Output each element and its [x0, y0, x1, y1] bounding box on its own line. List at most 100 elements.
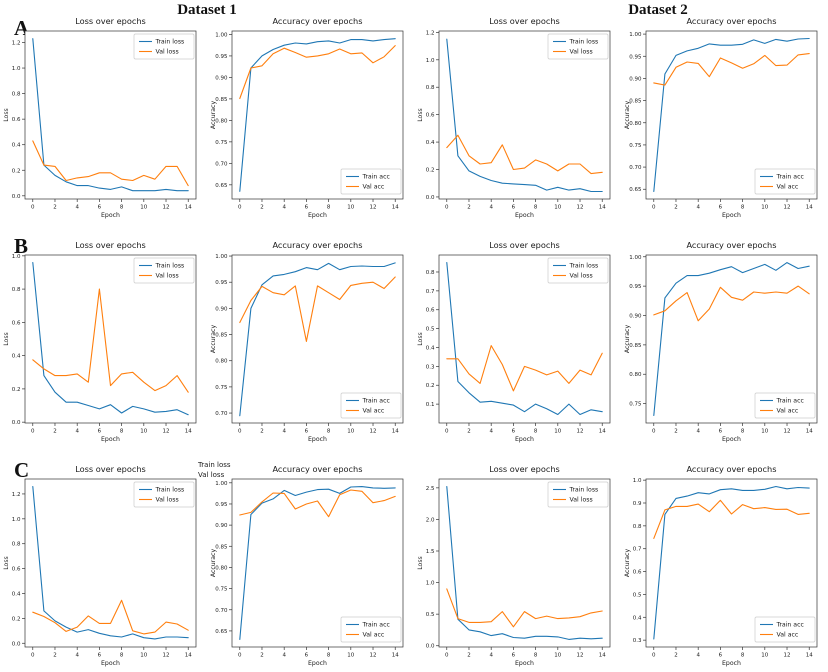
svg-text:0.8: 0.8: [12, 287, 21, 293]
svg-text:0.4: 0.4: [12, 354, 21, 360]
train-acc-line: [239, 486, 396, 640]
svg-text:2: 2: [674, 429, 678, 435]
svg-text:0.75: 0.75: [629, 402, 642, 408]
svg-text:14: 14: [806, 205, 813, 211]
legend-val-loss-label: Val loss: [570, 49, 593, 56]
svg-text:0.90: 0.90: [215, 75, 228, 81]
svg-text:0.65: 0.65: [215, 183, 228, 189]
x-axis-label: Epoch: [515, 212, 534, 219]
svg-text:0.4: 0.4: [426, 345, 435, 351]
svg-text:1.0: 1.0: [633, 478, 642, 484]
chart-svg-c2: 0.65 0.70 0.75 0.80 0.85 0.90 0.95 1.00 0 2 4 6 8 10 1…: [210, 464, 404, 667]
y-axis-label: Accuracy: [210, 549, 217, 578]
svg-text:0.2: 0.2: [12, 616, 21, 622]
legend-train-loss-label: Train loss: [569, 39, 599, 46]
svg-text:0.3: 0.3: [633, 638, 642, 644]
axis-ticks: 0.65 0.70 0.75 0.80 0.85 0.90 0.95 1.00 0 2 4 6 8 10 1…: [629, 32, 813, 210]
chart-title: Loss over epochs: [489, 464, 560, 474]
svg-text:14: 14: [185, 653, 192, 659]
legend: Train acc Val acc: [340, 616, 402, 643]
legend-train-loss-label: Train loss: [155, 263, 185, 270]
svg-text:14: 14: [185, 205, 192, 211]
legend-train-acc-label: Train acc: [362, 622, 391, 629]
val-loss-line: [32, 288, 189, 393]
svg-text:0: 0: [238, 653, 242, 659]
svg-text:0.75: 0.75: [215, 587, 228, 593]
svg-text:2: 2: [260, 653, 264, 659]
subplot-c-loss-dataset2: 0.0 0.5 1.0 1.5 2.0 2.5 0 2 4 6 8 10 12 14 Loss over e…: [414, 448, 621, 672]
x-axis-label: Epoch: [101, 212, 120, 219]
svg-text:4: 4: [696, 653, 700, 659]
x-axis-label: Epoch: [722, 436, 741, 443]
legend-val-acc-label: Val acc: [777, 632, 799, 639]
svg-text:0.95: 0.95: [215, 502, 228, 508]
svg-text:6: 6: [98, 653, 102, 659]
svg-text:12: 12: [370, 205, 377, 211]
x-axis-label: Epoch: [722, 660, 741, 667]
train-loss-line: [32, 261, 189, 416]
svg-text:0.70: 0.70: [215, 161, 228, 167]
svg-text:0.85: 0.85: [629, 99, 642, 105]
svg-text:4: 4: [489, 205, 493, 211]
svg-text:4: 4: [75, 429, 79, 435]
svg-text:4: 4: [75, 653, 79, 659]
svg-text:14: 14: [599, 653, 606, 659]
chart-title: Loss over epochs: [75, 464, 146, 474]
legend-overflow-line2: Val loss: [198, 471, 225, 479]
y-axis-label: Accuracy: [210, 101, 217, 130]
svg-text:0.2: 0.2: [426, 383, 435, 389]
svg-text:4: 4: [75, 205, 79, 211]
legend-train-acc-label: Train acc: [776, 622, 805, 629]
svg-text:8: 8: [741, 429, 745, 435]
svg-text:6: 6: [98, 205, 102, 211]
axis-ticks: 0.65 0.70 0.75 0.80 0.85 0.90 0.95 1.00 0 2 4 6 8 10 1…: [215, 481, 399, 659]
svg-text:0.6: 0.6: [633, 570, 642, 576]
subplot-b-accuracy-dataset1: 0.70 0.75 0.80 0.85 0.90 0.95 1.00 0 2 4 6 8 10 12 14 A…: [207, 224, 414, 448]
chart-title: Accuracy over epochs: [272, 16, 362, 26]
svg-text:12: 12: [577, 653, 584, 659]
svg-text:2: 2: [674, 653, 678, 659]
legend-train-loss-label: Train loss: [155, 39, 185, 46]
svg-text:0: 0: [652, 429, 656, 435]
svg-text:0: 0: [238, 429, 242, 435]
axis-ticks: 0.0 0.2 0.4 0.6 0.8 1.0 1.2 0 2 4 6 8 10 12 14: [12, 492, 192, 659]
svg-text:8: 8: [534, 429, 538, 435]
svg-text:0.8: 0.8: [633, 524, 642, 530]
svg-text:0: 0: [31, 653, 35, 659]
svg-text:0.70: 0.70: [215, 411, 228, 417]
svg-text:1.00: 1.00: [215, 254, 228, 260]
svg-text:4: 4: [696, 429, 700, 435]
svg-text:4: 4: [282, 429, 286, 435]
svg-text:2: 2: [260, 205, 264, 211]
subplot-a-loss-dataset2: 0.0 0.2 0.4 0.6 0.8 1.0 1.2 0 2 4 6 8 10 12 14 Loss ove…: [414, 0, 621, 224]
train-acc-line: [653, 485, 810, 640]
svg-text:6: 6: [719, 653, 723, 659]
legend-train-loss-label: Train loss: [569, 263, 599, 270]
svg-text:0.95: 0.95: [215, 54, 228, 60]
val-loss-line: [446, 345, 603, 392]
svg-text:10: 10: [140, 653, 147, 659]
svg-text:12: 12: [577, 205, 584, 211]
svg-text:1.00: 1.00: [629, 32, 642, 38]
legend-val-acc-label: Val acc: [777, 408, 799, 415]
y-axis-label: Accuracy: [210, 325, 217, 354]
svg-text:10: 10: [140, 205, 147, 211]
chart-title: Accuracy over epochs: [272, 464, 362, 474]
train-acc-line: [653, 37, 810, 193]
svg-text:14: 14: [599, 429, 606, 435]
svg-text:1.00: 1.00: [215, 32, 228, 38]
svg-text:0.85: 0.85: [215, 333, 228, 339]
svg-text:10: 10: [347, 429, 354, 435]
x-axis-label: Epoch: [308, 212, 327, 219]
chart-title: Loss over epochs: [75, 16, 146, 26]
legend-train-acc-label: Train acc: [362, 398, 391, 405]
svg-text:6: 6: [512, 205, 516, 211]
svg-text:0: 0: [652, 205, 656, 211]
svg-text:12: 12: [370, 653, 377, 659]
chart-svg-a3: 0.0 0.2 0.4 0.6 0.8 1.0 1.2 0 2 4 6 8 10 12 14 Loss ove…: [417, 16, 611, 219]
svg-text:12: 12: [784, 429, 791, 435]
svg-text:2: 2: [467, 429, 471, 435]
y-axis-label: Accuracy: [624, 101, 631, 130]
svg-text:1.0: 1.0: [12, 517, 21, 523]
